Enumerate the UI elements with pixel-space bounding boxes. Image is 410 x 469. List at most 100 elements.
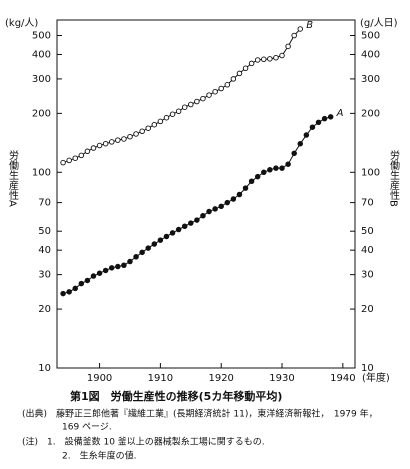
point	[72, 285, 78, 292]
point	[96, 142, 103, 149]
y-tick-label: 100	[32, 167, 51, 178]
y2-tick-label: 10	[361, 363, 374, 374]
y-tick-label: 20	[38, 304, 51, 315]
point	[321, 115, 328, 122]
point	[242, 185, 249, 191]
y2-tick-label: 30	[361, 270, 374, 281]
point	[169, 230, 176, 236]
point	[297, 26, 304, 32]
point	[200, 95, 206, 102]
point	[297, 140, 304, 147]
point	[273, 54, 279, 61]
point	[115, 137, 121, 143]
y-tick-label: 500	[32, 30, 51, 41]
point	[254, 173, 261, 180]
x-label: (年度)	[362, 371, 390, 384]
note: (注) 1. 設備釜数 10 釜以上の器械製糸工場に関するもの.	[22, 436, 265, 448]
point	[194, 217, 200, 223]
point	[175, 108, 182, 115]
point	[102, 140, 109, 147]
point	[127, 258, 133, 265]
point	[218, 203, 224, 210]
point	[84, 277, 91, 284]
point	[273, 165, 279, 171]
point	[121, 262, 127, 268]
point	[279, 165, 285, 171]
note: 169 ページ.	[62, 423, 112, 433]
point	[78, 152, 85, 159]
point	[84, 148, 91, 155]
point	[261, 169, 267, 176]
y2-tick-label: 20	[361, 304, 374, 315]
point	[230, 196, 237, 202]
point	[200, 212, 206, 219]
y-tick-label: 50	[38, 226, 51, 237]
y-unit: (kg/人)	[5, 17, 38, 29]
note: 2. 生糸年度の値.	[62, 450, 136, 462]
point	[242, 65, 249, 72]
point	[291, 150, 297, 157]
y-tick-label: 300	[32, 74, 51, 85]
point	[102, 267, 109, 274]
point	[115, 263, 121, 270]
point	[90, 145, 97, 151]
point	[181, 223, 188, 230]
y2-label: 労働生産性B	[388, 149, 400, 207]
y-label: 労働生産性A	[7, 149, 19, 207]
point	[194, 98, 200, 105]
y2-tick-label: 40	[361, 245, 374, 256]
point	[309, 124, 316, 130]
point	[139, 249, 145, 256]
point	[145, 125, 151, 131]
point	[267, 167, 273, 173]
point	[230, 76, 237, 82]
point	[236, 191, 243, 198]
y-tick-label: 40	[38, 245, 51, 256]
y2-tick-label: 50	[361, 226, 374, 237]
series-label: A	[336, 108, 344, 119]
point	[188, 101, 194, 108]
x-tick-label: 1920	[208, 373, 233, 384]
point	[188, 220, 194, 226]
point	[139, 128, 145, 135]
point	[108, 265, 115, 271]
point	[151, 241, 158, 247]
plot-frame	[56, 19, 356, 369]
point	[108, 139, 115, 145]
point	[121, 136, 127, 142]
point	[218, 85, 224, 92]
point	[157, 237, 164, 243]
y-tick-label: 10	[38, 363, 51, 374]
y-tick-label: 200	[32, 108, 51, 119]
x-tick-label: 1910	[148, 373, 173, 384]
y2-tick-label: 400	[361, 49, 380, 60]
point	[169, 111, 176, 117]
point	[206, 92, 212, 98]
y-tick-label: 30	[38, 270, 51, 281]
point	[66, 289, 72, 295]
y2-tick-label: 200	[361, 108, 380, 119]
point	[279, 52, 285, 59]
point	[90, 273, 97, 279]
point	[60, 159, 66, 166]
series-label: B	[306, 20, 313, 31]
chart-title: 第1図 労働生産性の推移(5カ年移動平均)	[70, 389, 282, 403]
note: (出典) 藤野正三郎他著『繊維工業』(長期経済統計 11)，東洋経済新報社， 1…	[22, 408, 378, 420]
point	[303, 132, 310, 138]
series-line	[62, 28, 301, 164]
x-tick-label: 1940	[330, 373, 355, 384]
point	[145, 245, 151, 251]
x-tick-label: 1930	[269, 373, 294, 384]
point	[254, 57, 261, 63]
point	[267, 56, 273, 62]
point	[261, 56, 267, 63]
point	[72, 155, 78, 161]
point	[248, 178, 255, 184]
point	[291, 32, 297, 39]
x-tick-label: 1900	[87, 373, 112, 384]
point	[248, 60, 255, 67]
point	[236, 70, 243, 77]
point	[133, 131, 139, 137]
y2-tick-label: 500	[361, 30, 380, 41]
point	[212, 206, 218, 212]
